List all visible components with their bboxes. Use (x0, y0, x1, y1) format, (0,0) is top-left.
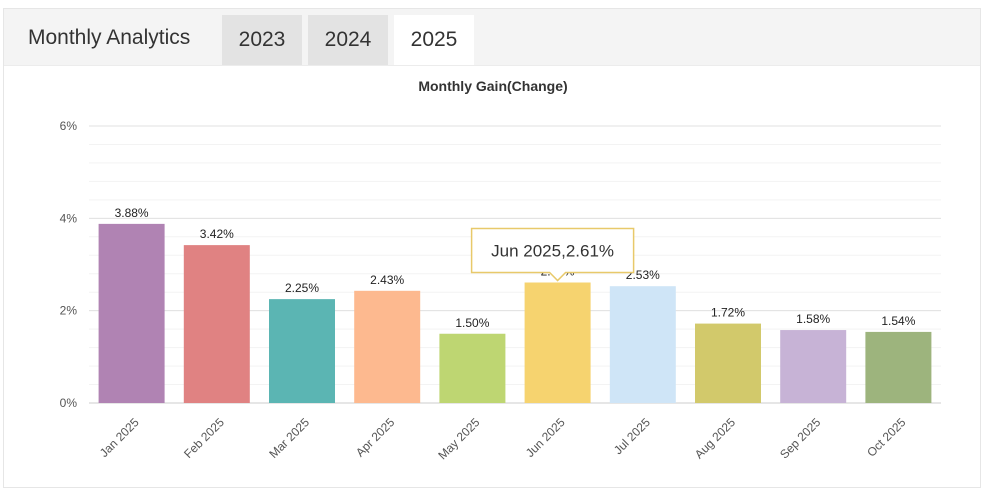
x-tick-label: Apr 2025 (353, 415, 398, 460)
y-tick-label: 0% (60, 396, 78, 410)
data-label: 2.25% (285, 281, 319, 295)
x-tick-label: Jul 2025 (611, 415, 653, 457)
bar[interactable] (865, 331, 932, 403)
panel-title: Monthly Analytics (28, 26, 191, 49)
x-tick-label: Jan 2025 (97, 415, 142, 460)
x-tick-label: Feb 2025 (181, 415, 227, 461)
bar[interactable] (269, 299, 335, 403)
tab-2025[interactable]: 2025 (394, 15, 474, 65)
x-tick-label: Oct 2025 (864, 415, 909, 460)
bar[interactable] (695, 323, 761, 403)
x-tick-label: May 2025 (435, 415, 482, 462)
y-tick-label: 2% (60, 304, 78, 318)
x-tick-label: Sep 2025 (777, 415, 823, 461)
data-label: 2.43% (370, 273, 404, 287)
data-label: 2.53% (626, 268, 660, 282)
chart-title: Monthly Gain(Change) (418, 78, 567, 94)
data-label: 3.88% (115, 206, 149, 220)
y-tick-label: 4% (60, 211, 78, 225)
data-label: 1.72% (711, 306, 745, 320)
bar[interactable] (609, 286, 676, 403)
bar[interactable] (98, 223, 165, 403)
bar[interactable] (524, 282, 591, 403)
tab-bar: Monthly Analytics 2023 2024 2025 (4, 9, 980, 66)
x-tick-label: Mar 2025 (266, 415, 312, 461)
bar[interactable] (439, 333, 506, 403)
bar[interactable] (183, 245, 250, 403)
tab-2023[interactable]: 2023 (222, 15, 302, 65)
monthly-gain-chart: Monthly Gain(Change) 0% 2% 4% 6% 3.88% Jan 202… (60, 78, 941, 462)
x-tick-label: Jun 2025 (523, 415, 568, 460)
data-label: 1.50% (455, 316, 489, 330)
tooltip-text: Jun 2025,2.61% (491, 242, 614, 261)
bar[interactable] (780, 330, 847, 403)
data-label: 3.42% (200, 227, 234, 241)
analytics-panel: Monthly Analytics 2023 2024 2025 Monthly… (3, 8, 981, 488)
tab-2024[interactable]: 2024 (308, 15, 388, 65)
data-label: 1.58% (796, 312, 830, 326)
y-tick-label: 6% (60, 119, 78, 133)
x-tick-label: Aug 2025 (692, 415, 738, 461)
data-label: 1.54% (881, 314, 915, 328)
bar[interactable] (354, 290, 421, 403)
tooltip-box (470, 227, 635, 282)
